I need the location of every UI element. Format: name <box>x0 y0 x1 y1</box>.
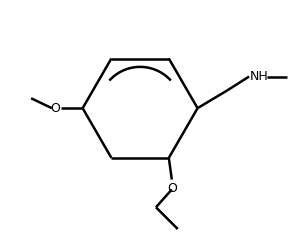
Text: O: O <box>167 182 177 195</box>
Text: O: O <box>50 102 60 115</box>
Text: NH: NH <box>250 70 269 83</box>
